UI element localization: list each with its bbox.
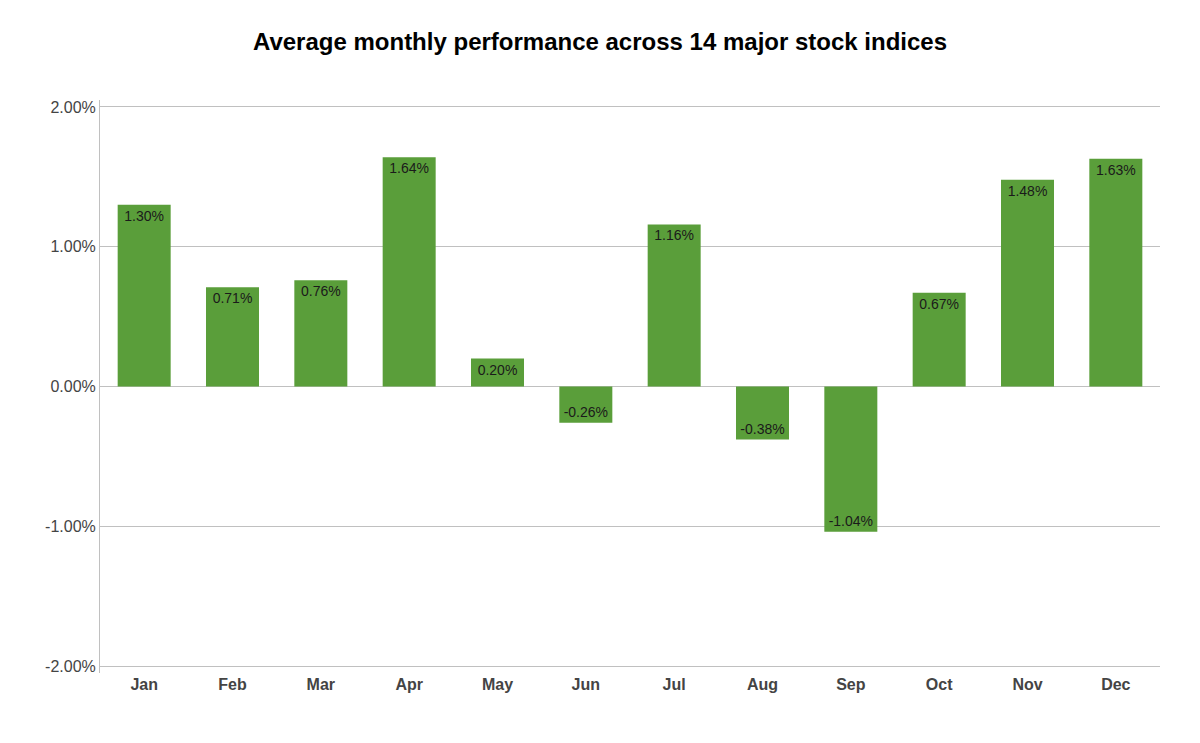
svg-text:-1.00%: -1.00%	[45, 518, 96, 535]
svg-text:-2.00%: -2.00%	[45, 658, 96, 675]
svg-text:0.20%: 0.20%	[478, 362, 518, 378]
svg-text:0.67%: 0.67%	[919, 296, 959, 312]
svg-text:Dec: Dec	[1101, 676, 1130, 693]
svg-text:Sep: Sep	[836, 676, 866, 693]
svg-text:Oct: Oct	[926, 676, 953, 693]
svg-text:0.71%: 0.71%	[213, 290, 253, 306]
svg-text:Jun: Jun	[572, 676, 600, 693]
svg-text:1.00%: 1.00%	[50, 238, 95, 255]
svg-text:-0.38%: -0.38%	[740, 421, 784, 437]
svg-text:1.16%: 1.16%	[654, 227, 694, 243]
svg-text:1.63%: 1.63%	[1096, 162, 1136, 178]
svg-text:Mar: Mar	[307, 676, 335, 693]
svg-text:1.64%: 1.64%	[389, 160, 429, 176]
svg-text:-1.04%: -1.04%	[829, 513, 873, 529]
svg-text:0.76%: 0.76%	[301, 283, 341, 299]
svg-text:May: May	[482, 676, 513, 693]
svg-text:Jul: Jul	[663, 676, 686, 693]
svg-text:Average monthly performance ac: Average monthly performance across 14 ma…	[253, 28, 947, 55]
svg-text:Feb: Feb	[218, 676, 247, 693]
svg-text:Apr: Apr	[395, 676, 423, 693]
svg-text:Jan: Jan	[130, 676, 158, 693]
svg-text:1.48%: 1.48%	[1008, 183, 1048, 199]
svg-text:Nov: Nov	[1012, 676, 1042, 693]
svg-text:-0.26%: -0.26%	[564, 404, 608, 420]
svg-text:2.00%: 2.00%	[50, 99, 95, 116]
svg-text:1.30%: 1.30%	[124, 208, 164, 224]
svg-text:Aug: Aug	[747, 676, 778, 693]
svg-text:0.00%: 0.00%	[50, 378, 95, 395]
